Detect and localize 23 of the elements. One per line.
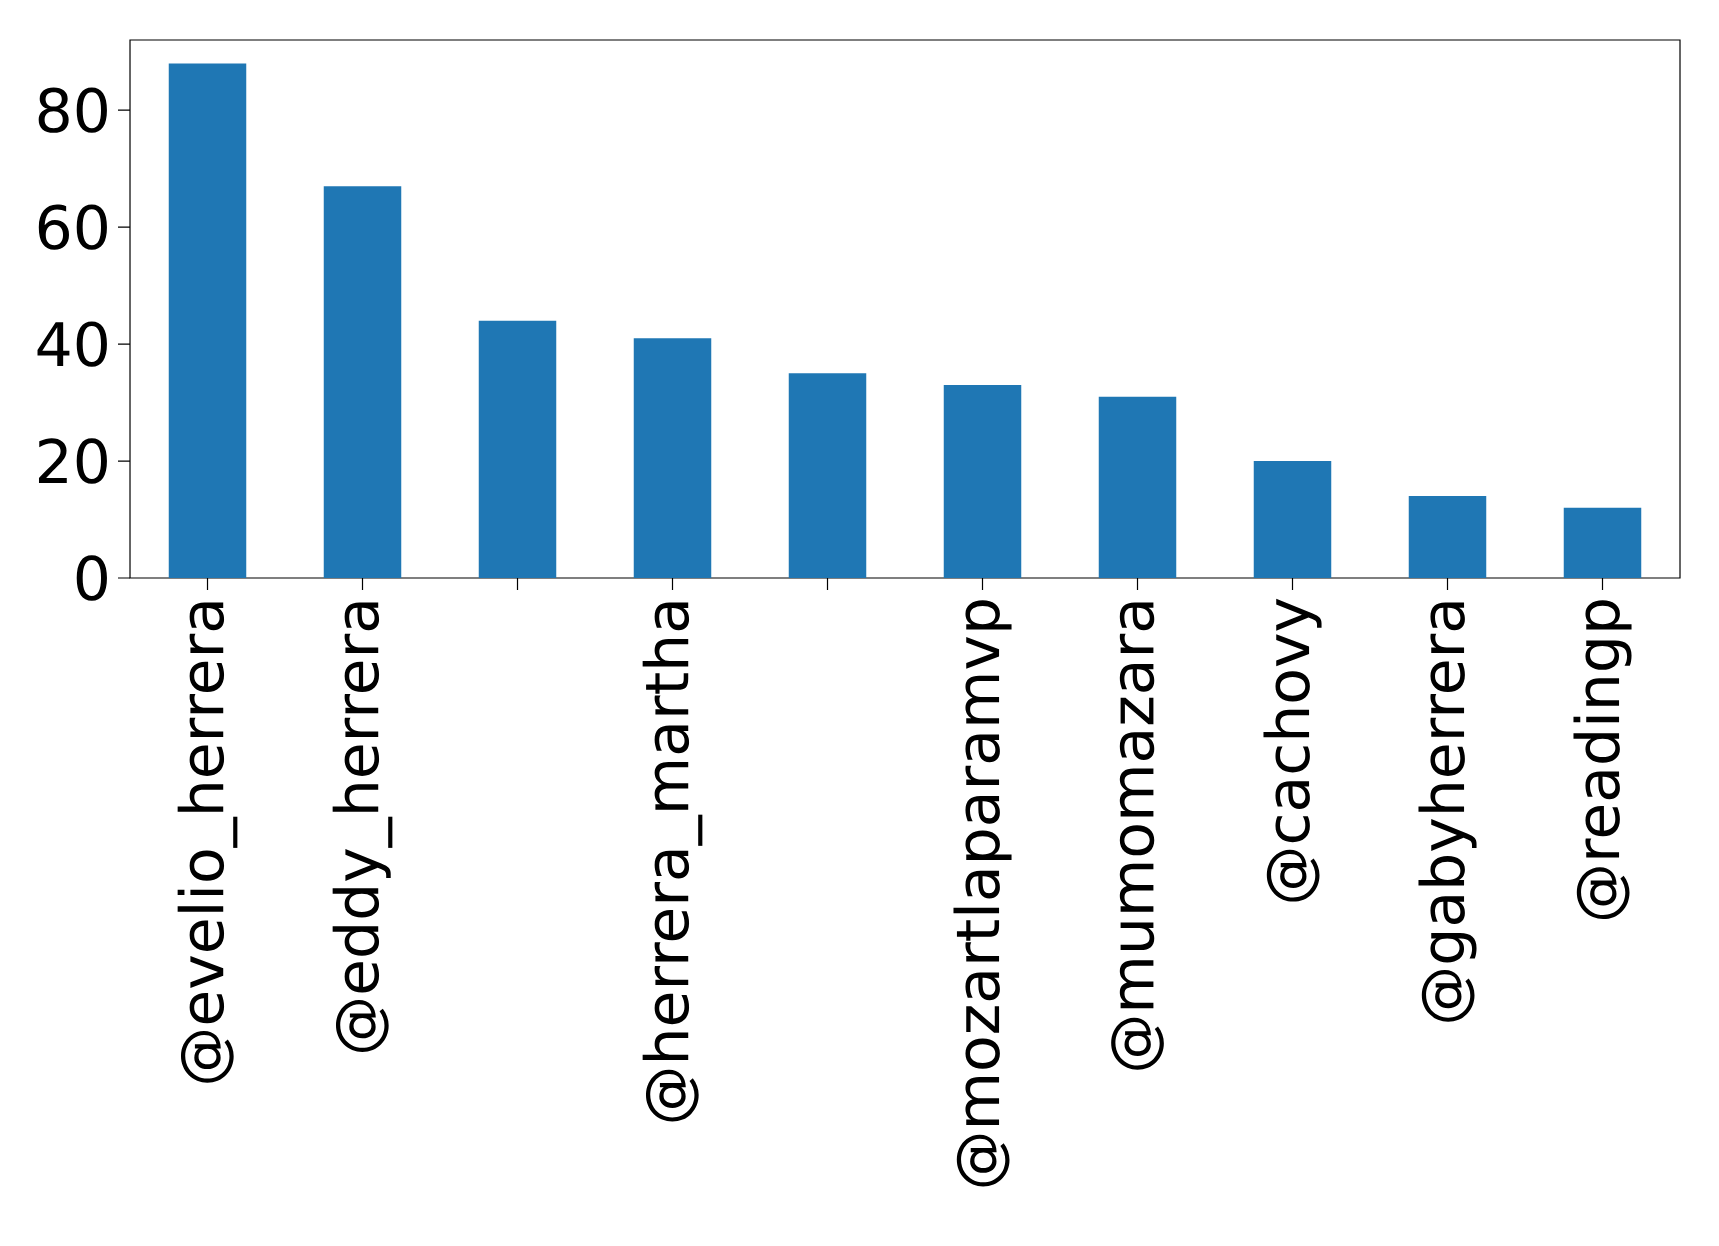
x-tick-label: @cachovy <box>1263 598 1322 902</box>
x-tick-label: @gabyherrera <box>1418 602 1477 1022</box>
y-tick-label: 80 <box>38 87 107 133</box>
bar <box>1253 461 1332 578</box>
y-tick-label: 60 <box>38 204 107 250</box>
bar <box>1563 507 1642 578</box>
x-tick-label: @herrera_martha <box>642 602 703 1122</box>
x-tick-label: @eddy_herrera <box>332 602 393 1052</box>
bar <box>478 320 557 578</box>
x-tick-label: @mumomazara <box>1111 602 1164 1070</box>
bar <box>1408 496 1487 578</box>
bar <box>943 385 1022 578</box>
y-tick-label: 40 <box>37 321 107 367</box>
bar <box>323 186 402 578</box>
x-tick-label: @evelio_herrera <box>177 602 238 1083</box>
y-tick-label: 0 <box>76 555 107 601</box>
bar <box>168 63 247 578</box>
bar <box>633 338 712 578</box>
y-tick-label: 20 <box>38 438 107 484</box>
bar <box>1098 396 1177 578</box>
bar <box>788 373 867 578</box>
x-tick-label: @readingp <box>1573 600 1632 920</box>
x-tick-label: @mozartlaparamvp <box>953 600 1012 1187</box>
